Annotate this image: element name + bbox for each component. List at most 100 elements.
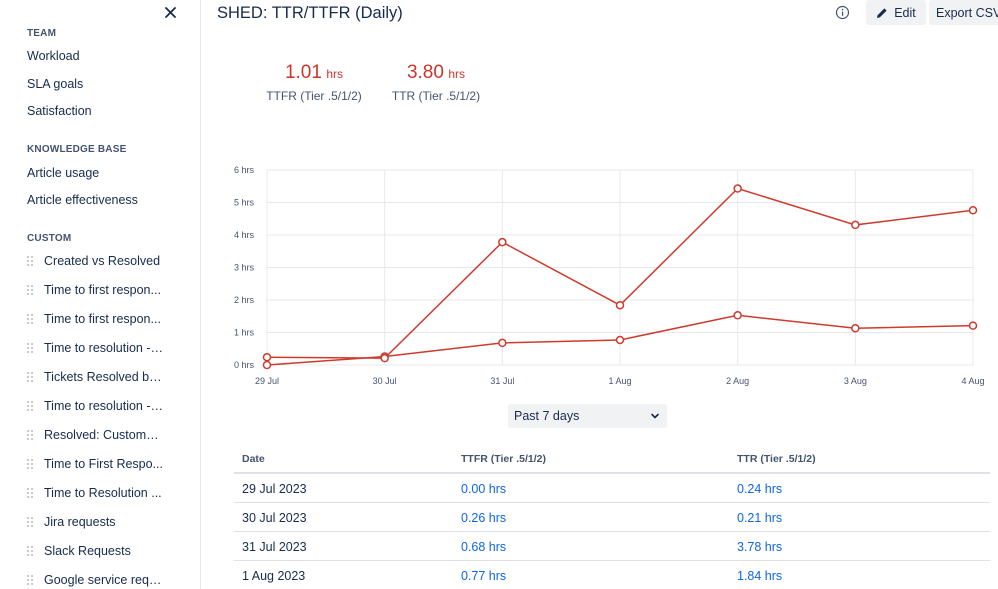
data-point <box>733 184 742 193</box>
sidebar-custom-item[interactable]: Time to resolution - ... <box>27 396 177 416</box>
sidebar-custom-item[interactable]: Resolved: Customer... <box>27 425 177 445</box>
sidebar-custom-item-label: Google service requ... <box>44 573 164 587</box>
metric-ttr-label: TTR (Tier .5/1/2) <box>391 89 481 103</box>
data-point <box>262 352 272 362</box>
column-header-ttr: TTR (Tier .5/1/2) <box>737 453 816 465</box>
sidebar-custom-item[interactable]: Jira requests <box>27 512 177 532</box>
drag-handle-icon[interactable] <box>27 429 35 441</box>
drag-handle-icon[interactable] <box>27 487 35 499</box>
drag-handle-icon[interactable] <box>27 313 35 325</box>
cell-ttr-link[interactable]: 0.21 hrs <box>737 511 783 525</box>
sidebar-item-article-usage[interactable]: Article usage <box>27 166 100 180</box>
drag-handle-icon[interactable] <box>27 284 35 296</box>
y-tick-label: 5 hrs <box>234 198 255 208</box>
table-row: 30 Jul 2023 0.26 hrs 0.21 hrs <box>234 503 990 532</box>
sidebar-item-workload[interactable]: Workload <box>27 49 80 63</box>
y-tick-label: 3 hrs <box>234 263 255 273</box>
drag-handle-icon[interactable] <box>27 458 35 470</box>
drag-handle-icon[interactable] <box>27 516 35 528</box>
metric-ttfr-unit: hrs <box>326 67 344 81</box>
cell-ttfr-link[interactable]: 0.26 hrs <box>461 511 507 525</box>
section-title-team: TEAM <box>27 28 57 39</box>
y-tick-label: 4 hrs <box>234 230 255 240</box>
data-point <box>851 220 860 230</box>
sidebar-custom-item[interactable]: Created vs Resolved <box>27 251 177 271</box>
drag-handle-icon[interactable] <box>27 342 35 354</box>
line-chart: 0 hrs 1 hrs 2 hrs 3 hrs 4 hrs 5 hrs 6 hrs 29 Ju… <box>220 160 998 395</box>
export-csv-label: Export CSV <box>936 5 998 20</box>
cell-ttr-link[interactable]: 1.84 hrs <box>737 569 783 583</box>
table-row: 1 Aug 2023 0.77 hrs 1.84 hrs <box>234 561 990 589</box>
sidebar-custom-item-label: Time to resolution - ... <box>44 341 164 355</box>
data-point <box>968 206 978 215</box>
cell-ttr-link[interactable]: 3.78 hrs <box>737 540 783 554</box>
data-point <box>851 324 860 333</box>
metric-ttfr: 1.01 hrs TTFR (Tier .5/1/2) <box>261 62 367 103</box>
data-point <box>380 353 389 363</box>
date-range-value: Past 7 days <box>514 409 580 423</box>
x-tick-label: 30 Jul <box>373 376 397 386</box>
drag-handle-icon[interactable] <box>27 400 35 412</box>
cell-date: 1 Aug 2023 <box>242 569 306 583</box>
data-point <box>733 311 742 320</box>
y-tick-label: 6 hrs <box>234 165 255 175</box>
sidebar-custom-item-label: Time to First Respo... <box>44 457 164 471</box>
x-tick-label: 29 Jul <box>255 376 279 386</box>
table-row: 29 Jul 2023 0.00 hrs 0.24 hrs <box>234 474 990 503</box>
drag-handle-icon[interactable] <box>27 545 35 557</box>
sidebar-custom-item-label: Resolved: Customer... <box>44 428 164 442</box>
sidebar: TEAM Workload SLA goals Satisfaction KNO… <box>0 0 201 589</box>
cell-ttfr-link[interactable]: 0.77 hrs <box>461 569 507 583</box>
x-tick-label: 2 Aug <box>726 376 749 386</box>
cell-ttfr-link[interactable]: 0.00 hrs <box>461 482 507 496</box>
drag-handle-icon[interactable] <box>27 574 35 586</box>
y-tick-label: 0 hrs <box>234 360 255 370</box>
sidebar-custom-item-label: Time to resolution - ... <box>44 399 164 413</box>
column-header-date: Date <box>242 453 265 465</box>
drag-handle-icon[interactable] <box>27 371 35 383</box>
close-icon <box>164 6 176 18</box>
page-title: SHED: TTR/TTFR (Daily) <box>217 4 403 22</box>
export-csv-button[interactable]: Export CSV <box>929 0 998 25</box>
sidebar-custom-item-label: Created vs Resolved <box>44 254 161 268</box>
sidebar-item-satisfaction[interactable]: Satisfaction <box>27 104 92 118</box>
data-point <box>498 237 507 247</box>
sidebar-custom-item-label: Time to first respon... <box>44 283 161 297</box>
sidebar-custom-item-label: Jira requests <box>44 515 116 529</box>
x-tick-label: 4 Aug <box>961 376 984 386</box>
info-button[interactable] <box>835 5 850 20</box>
sidebar-custom-item[interactable]: Time to Resolution ... <box>27 483 177 503</box>
chart-svg: 0 hrs 1 hrs 2 hrs 3 hrs 4 hrs 5 hrs 6 hrs 29 Ju… <box>234 165 985 386</box>
data-point <box>615 335 625 345</box>
sidebar-custom-item[interactable]: Time to First Respo... <box>27 454 177 474</box>
sidebar-custom-item[interactable]: Tickets Resolved by... <box>27 367 177 387</box>
section-title-knowledge-base: KNOWLEDGE BASE <box>27 144 127 155</box>
cell-ttr-link[interactable]: 0.24 hrs <box>737 482 783 496</box>
data-point <box>498 338 507 348</box>
date-range-select[interactable]: Past 7 days <box>508 404 667 428</box>
edit-button[interactable]: Edit <box>866 0 926 25</box>
metric-ttr-unit: hrs <box>448 67 466 81</box>
cell-ttfr-link[interactable]: 0.68 hrs <box>461 540 507 554</box>
sidebar-custom-item[interactable]: Time to first respon... <box>27 309 177 329</box>
pencil-icon <box>877 7 887 18</box>
y-tick-label: 2 hrs <box>234 295 255 305</box>
sidebar-custom-item-label: Tickets Resolved by... <box>44 370 164 384</box>
close-sidebar-button[interactable] <box>160 2 180 22</box>
data-point <box>968 321 978 330</box>
y-tick-label: 1 hrs <box>234 328 255 338</box>
sidebar-item-sla-goals[interactable]: SLA goals <box>27 77 84 91</box>
sidebar-custom-item[interactable]: Time to first respon... <box>27 280 177 300</box>
sidebar-item-article-effectiveness[interactable]: Article effectiveness <box>27 193 138 207</box>
sidebar-custom-item[interactable]: Google service requ... <box>27 570 177 589</box>
section-title-custom: CUSTOM <box>27 233 72 244</box>
sidebar-custom-item[interactable]: Time to resolution - ... <box>27 338 177 358</box>
sidebar-custom-item[interactable]: Slack Requests <box>27 541 177 561</box>
data-point <box>615 300 625 310</box>
sidebar-custom-item-label: Slack Requests <box>44 544 131 558</box>
metric-ttfr-value: 1.01 <box>284 62 322 83</box>
metric-ttfr-label: TTFR (Tier .5/1/2) <box>266 89 362 103</box>
metric-ttr: 3.80 hrs TTR (Tier .5/1/2) <box>386 62 486 103</box>
cell-date: 31 Jul 2023 <box>242 540 307 554</box>
drag-handle-icon[interactable] <box>27 255 35 267</box>
